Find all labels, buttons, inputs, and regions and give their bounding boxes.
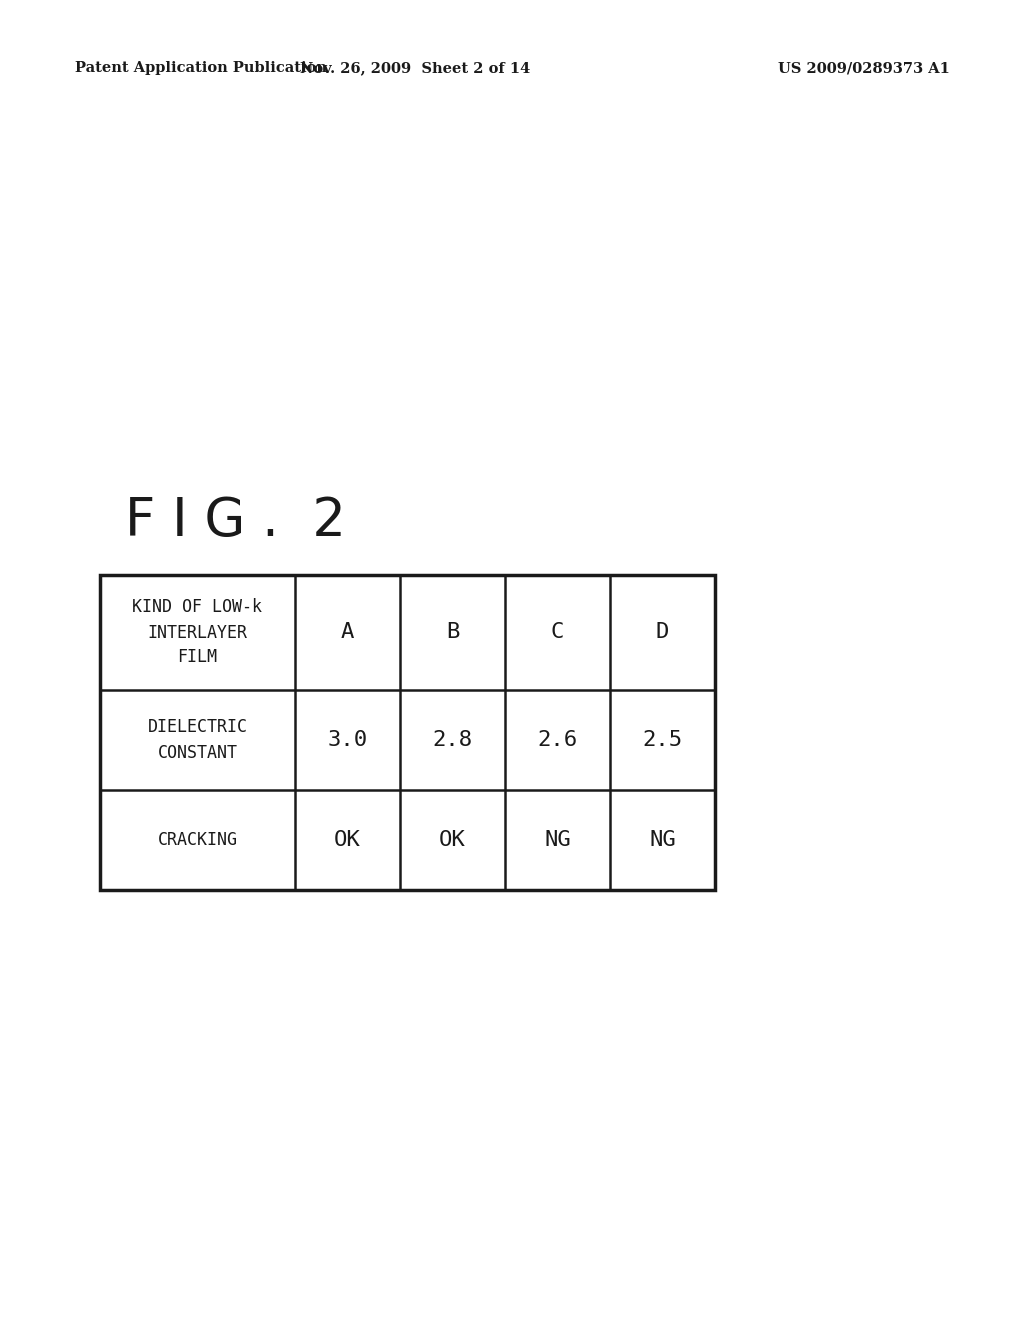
Text: OK: OK	[439, 830, 466, 850]
Text: C: C	[551, 623, 564, 643]
Text: CRACKING: CRACKING	[158, 832, 238, 849]
Text: NG: NG	[649, 830, 676, 850]
Text: 3.0: 3.0	[328, 730, 368, 750]
Text: KIND OF LOW-k
INTERLAYER
FILM: KIND OF LOW-k INTERLAYER FILM	[132, 598, 262, 667]
Text: 2.8: 2.8	[432, 730, 472, 750]
Text: DIELECTRIC
CONSTANT: DIELECTRIC CONSTANT	[147, 718, 248, 762]
Bar	[100, 576, 715, 890]
Text: Patent Application Publication: Patent Application Publication	[75, 61, 327, 75]
Text: 2.5: 2.5	[642, 730, 683, 750]
Text: F I G .  2: F I G . 2	[125, 495, 346, 546]
Text: US 2009/0289373 A1: US 2009/0289373 A1	[778, 61, 950, 75]
Text: 2.6: 2.6	[538, 730, 578, 750]
Text: OK: OK	[334, 830, 360, 850]
Text: NG: NG	[544, 830, 570, 850]
Text: D: D	[655, 623, 670, 643]
Text: B: B	[445, 623, 459, 643]
Text: Nov. 26, 2009  Sheet 2 of 14: Nov. 26, 2009 Sheet 2 of 14	[300, 61, 530, 75]
Text: A: A	[341, 623, 354, 643]
